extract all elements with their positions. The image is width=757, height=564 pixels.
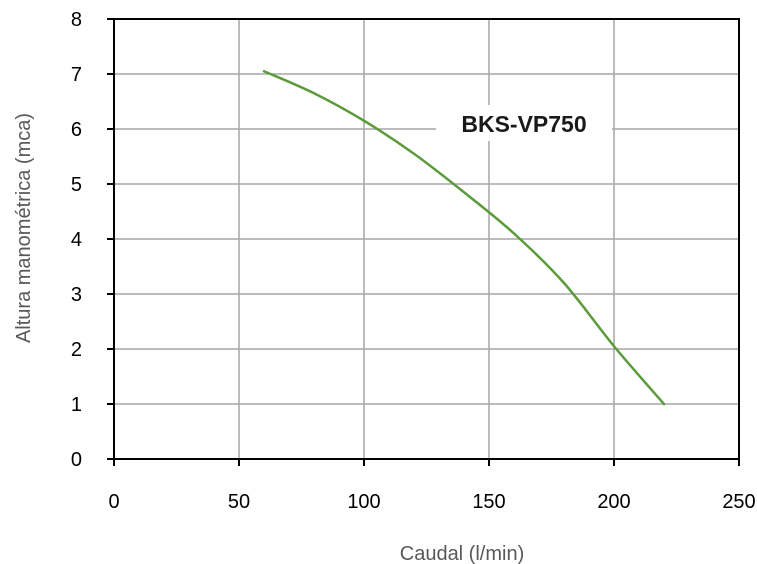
y-tick-label: 2 bbox=[71, 339, 82, 361]
y-tick-label: 1 bbox=[71, 394, 82, 416]
x-tick-label: 0 bbox=[108, 491, 119, 513]
x-tick-label: 50 bbox=[228, 491, 250, 513]
x-axis-title: Caudal (l/min) bbox=[400, 543, 524, 564]
x-tick-label: 100 bbox=[347, 491, 380, 513]
y-tick-label: 8 bbox=[71, 9, 82, 31]
y-tick-label: 0 bbox=[71, 449, 82, 471]
x-tick-label: 250 bbox=[722, 491, 755, 513]
series-label-layer: BKS-VP750 bbox=[436, 105, 612, 141]
y-tick-label: 6 bbox=[71, 119, 82, 141]
series-label-bg bbox=[436, 105, 612, 141]
grid-lines bbox=[114, 19, 739, 459]
y-tick-label: 3 bbox=[71, 284, 82, 306]
series-layer bbox=[262, 70, 666, 406]
series-line bbox=[262, 70, 666, 406]
y-tick-label: 7 bbox=[71, 64, 82, 86]
x-tick-label: 150 bbox=[472, 491, 505, 513]
y-axis-title: Altura manométrica (mca) bbox=[13, 113, 35, 343]
tick-layer: 0 50 100 150 200 250 0 1 2 3 4 5 6 7 8 bbox=[71, 9, 756, 513]
y-tick-label: 4 bbox=[71, 229, 82, 251]
y-tick-label: 5 bbox=[71, 174, 82, 196]
series-label: BKS-VP750 bbox=[461, 111, 586, 137]
x-tick-label: 200 bbox=[597, 491, 630, 513]
